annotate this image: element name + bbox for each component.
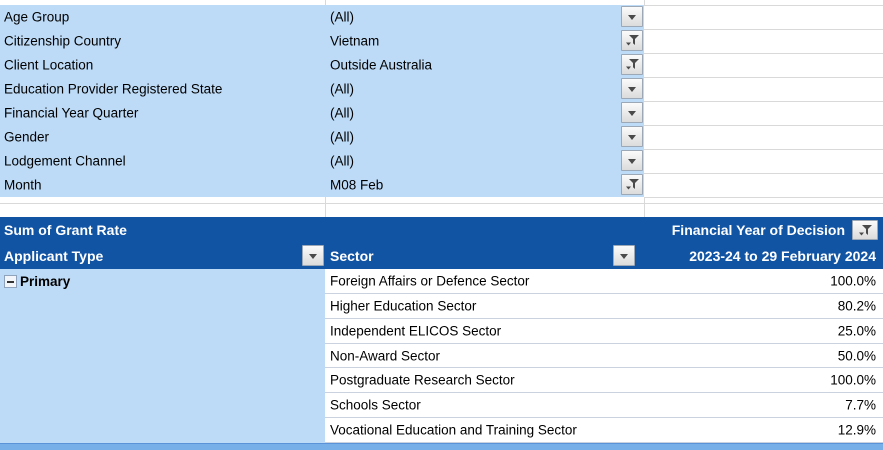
empty-cell: [644, 30, 883, 54]
pivot-measure-title: Sum of Grant Rate: [4, 222, 127, 238]
table-row: Foreign Affairs or Defence Sector 100.0%: [325, 269, 883, 294]
filter-row-month: Month M08 Feb: [0, 173, 644, 197]
filter-funnel-icon: [858, 224, 872, 235]
grant-rate-cell: 100.0%: [830, 372, 876, 388]
table-row: Postgraduate Research Sector 100.0%: [325, 368, 883, 394]
table-row: Independent ELICOS Sector 25.0%: [325, 318, 883, 344]
applicant-type-dropdown-button[interactable]: [302, 245, 324, 266]
gridline: [644, 197, 645, 217]
pivot-filter-area: Age Group (All) Citizenship Country Viet…: [0, 5, 644, 197]
filter-value: Outside Australia: [330, 57, 433, 73]
gender-filter-button[interactable]: [621, 126, 643, 147]
sector-cell: Non-Award Sector: [330, 348, 441, 363]
grant-rate-cell: 50.0%: [837, 348, 876, 363]
month-filter-button[interactable]: [621, 174, 643, 195]
applicant-type-group-cell: Primary: [0, 269, 325, 443]
filter-value: (All): [330, 81, 354, 97]
dropdown-arrow-icon: [309, 253, 317, 259]
table-row: Non-Award Sector 50.0%: [325, 343, 883, 369]
table-row: Schools Sector 7.7%: [325, 393, 883, 419]
column-period-label: 2023-24 to 29 February 2024: [689, 248, 876, 264]
gridline: [644, 0, 645, 5]
group-label: Primary: [20, 274, 71, 289]
sector-cell: Vocational Education and Training Sector: [330, 422, 577, 438]
filter-value: (All): [330, 129, 354, 145]
empty-cell: [644, 150, 883, 174]
citizenship-country-filter-button[interactable]: [621, 30, 643, 51]
pivot-header-row-2: Applicant Type Sector 2023-24 to 29 Febr…: [0, 243, 883, 269]
page-field-label: Financial Year of Decision: [671, 222, 845, 238]
grant-rate-cell: 7.7%: [845, 397, 876, 413]
filter-label: Client Location: [4, 57, 94, 73]
sector-cell: Foreign Affairs or Defence Sector: [330, 273, 530, 289]
sector-cell: Independent ELICOS Sector: [330, 323, 502, 339]
gridline: [0, 203, 883, 204]
filter-row-lodgement-channel: Lodgement Channel (All): [0, 149, 644, 173]
table-row: Vocational Education and Training Sector…: [325, 418, 883, 444]
pivot-table-body: Primary Foreign Affairs or Defence Secto…: [0, 269, 883, 444]
collapse-minus-icon[interactable]: [4, 275, 17, 288]
empty-cell: [644, 126, 883, 150]
financial-year-quarter-filter-button[interactable]: [621, 102, 643, 123]
empty-cells-column: [644, 5, 883, 198]
dropdown-arrow-icon: [628, 158, 636, 164]
empty-cell: [644, 78, 883, 102]
dropdown-arrow-icon: [620, 253, 628, 259]
grant-rate-cell: 80.2%: [837, 298, 876, 314]
row-field-label: Applicant Type: [4, 248, 104, 264]
filter-label: Citizenship Country: [4, 33, 122, 49]
grant-rate-cell: 100.0%: [830, 273, 876, 289]
dropdown-arrow-icon: [628, 86, 636, 92]
filter-row-client-location: Client Location Outside Australia: [0, 53, 644, 77]
empty-cell: [644, 102, 883, 126]
education-provider-state-filter-button[interactable]: [621, 78, 643, 99]
dropdown-arrow-icon: [628, 14, 636, 20]
filter-row-gender: Gender (All): [0, 125, 644, 149]
filter-label: Age Group: [4, 9, 70, 25]
filter-funnel-icon: [625, 35, 639, 46]
grant-rate-cell: 25.0%: [837, 323, 876, 339]
sector-dropdown-button[interactable]: [613, 245, 635, 266]
column-field-label: Sector: [330, 248, 374, 264]
filter-label: Gender: [4, 129, 50, 145]
filter-row-citizenship-country: Citizenship Country Vietnam: [0, 29, 644, 53]
table-row: Higher Education Sector 80.2%: [325, 293, 883, 319]
sector-cell: Postgraduate Research Sector: [330, 372, 515, 388]
lodgement-channel-filter-button[interactable]: [621, 150, 643, 171]
filter-row-education-provider-state: Education Provider Registered State (All…: [0, 77, 644, 101]
gridline: [325, 197, 326, 217]
filter-label: Month: [4, 177, 42, 193]
filter-label: Lodgement Channel: [4, 153, 126, 169]
pivot-data-rows: Foreign Affairs or Defence Sector 100.0%…: [325, 269, 883, 444]
filter-value: (All): [330, 9, 354, 25]
sector-cell: Higher Education Sector: [330, 298, 477, 314]
gridline: [325, 0, 326, 5]
pivot-header-row-1: Sum of Grant Rate Financial Year of Deci…: [0, 217, 883, 243]
age-group-filter-button[interactable]: [621, 6, 643, 27]
bottom-blue-bar: [0, 443, 883, 450]
filter-label: Education Provider Registered State: [4, 81, 223, 97]
empty-cell: [644, 54, 883, 78]
filter-value: Vietnam: [330, 33, 380, 49]
filter-value: (All): [330, 153, 354, 169]
financial-year-of-decision-filter-button[interactable]: [852, 220, 878, 240]
filter-label: Financial Year Quarter: [4, 105, 139, 121]
dropdown-arrow-icon: [628, 110, 636, 116]
filter-funnel-icon: [625, 179, 639, 190]
filter-value: M08 Feb: [330, 177, 384, 193]
pivot-table-header: Sum of Grant Rate Financial Year of Deci…: [0, 217, 883, 269]
empty-cell: [644, 174, 883, 198]
client-location-filter-button[interactable]: [621, 54, 643, 75]
filter-value: (All): [330, 105, 354, 121]
sector-cell: Schools Sector: [330, 397, 421, 413]
filter-row-age-group: Age Group (All): [0, 5, 644, 29]
empty-cell: [644, 6, 883, 30]
filter-funnel-icon: [625, 59, 639, 70]
dropdown-arrow-icon: [628, 134, 636, 140]
filter-row-financial-year-quarter: Financial Year Quarter (All): [0, 101, 644, 125]
grant-rate-cell: 12.9%: [837, 422, 876, 438]
